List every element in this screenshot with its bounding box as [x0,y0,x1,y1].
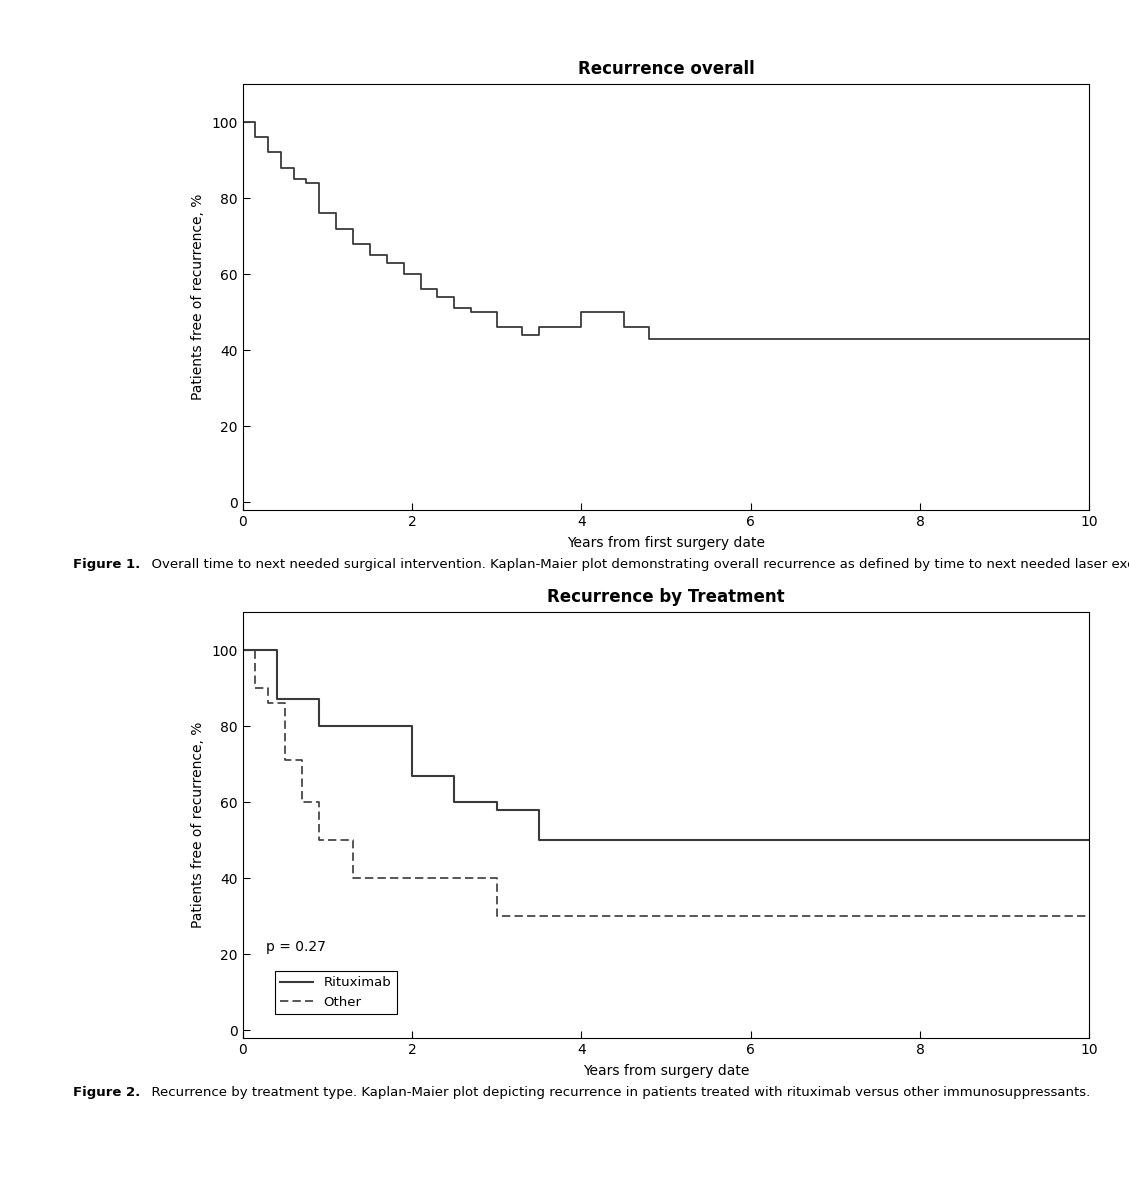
Other [447,871,462,886]
Rituximab [405,768,419,782]
Rituximab [253,643,266,658]
Title: Recurrence by Treatment: Recurrence by Treatment [548,588,785,606]
Line: Rituximab: Rituximab [243,650,1089,840]
Other [786,910,799,924]
Other [405,871,419,886]
Other [345,871,359,886]
Other [490,910,504,924]
Rituximab [1083,833,1096,847]
Other [236,643,250,658]
Line: Other: Other [243,650,1089,917]
Rituximab [312,719,326,733]
Rituximab [270,692,283,707]
X-axis label: Years from surgery date: Years from surgery date [583,1064,750,1078]
Rituximab [575,833,588,847]
Legend: Rituximab, Other: Rituximab, Other [274,971,396,1014]
Other [362,871,376,886]
Other [296,794,309,809]
Y-axis label: Patients free of recurrence, %: Patients free of recurrence, % [191,194,204,400]
Rituximab [616,833,630,847]
Rituximab [287,692,300,707]
Text: p = 0.27: p = 0.27 [266,940,326,954]
Other [1083,910,1096,924]
Text: Recurrence by treatment type. Kaplan-Maier plot depicting recurrence in patients: Recurrence by treatment type. Kaplan-Mai… [143,1086,1091,1099]
Rituximab [338,719,351,733]
X-axis label: Years from first surgery date: Years from first surgery date [567,536,765,550]
Other [330,833,343,847]
Other [312,833,326,847]
Rituximab [236,643,250,658]
Rituximab [533,833,546,847]
Y-axis label: Patients free of recurrence, %: Patients free of recurrence, % [191,722,204,928]
Text: Figure 2.: Figure 2. [73,1086,141,1099]
Other [248,680,262,695]
Rituximab [447,794,462,809]
Title: Recurrence overall: Recurrence overall [578,60,754,78]
Other [261,696,275,710]
Rituximab [490,803,504,817]
Other [278,754,291,768]
Rituximab [362,719,376,733]
Text: Figure 1.: Figure 1. [73,558,141,571]
Text: Overall time to next needed surgical intervention. Kaplan-Maier plot demonstrati: Overall time to next needed surgical int… [143,558,1129,571]
